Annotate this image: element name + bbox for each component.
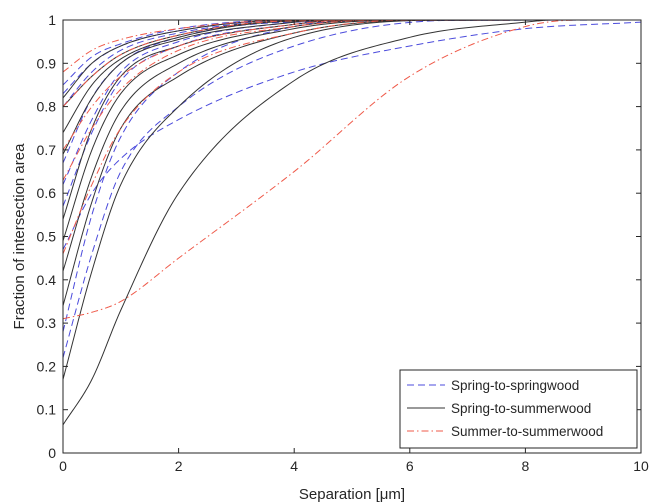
series-line xyxy=(62,19,641,332)
x-tick-label: 6 xyxy=(406,458,414,474)
x-tick-label: 0 xyxy=(59,458,67,474)
x-tick-label: 4 xyxy=(290,458,298,474)
y-tick-label: 1 xyxy=(48,12,56,28)
x-tick-label: 10 xyxy=(633,458,649,474)
y-tick-label: 0.5 xyxy=(37,229,57,245)
legend: Spring-to-springwood Spring-to-summerwood… xyxy=(399,369,638,449)
series-group xyxy=(62,19,642,426)
y-axis-ticks: 0 0.1 0.2 0.3 0.4 0.5 0.6 0.7 0.8 0.9 1 xyxy=(37,12,641,461)
x-axis-ticks: 0 2 4 6 8 10 xyxy=(59,20,649,474)
series-line xyxy=(62,19,641,73)
y-tick-label: 0.8 xyxy=(37,99,57,115)
y-tick-label: 0.9 xyxy=(37,55,57,71)
axes: 0 2 4 6 8 10 0 0.1 0.2 0.3 0.4 0.5 0.6 0.7 0.8 0.9 1 Se… xyxy=(11,12,649,502)
series-group xyxy=(62,19,641,320)
series-curves xyxy=(62,19,642,426)
series-line xyxy=(62,19,641,107)
legend-items: Spring-to-springwood Spring-to-summerwood… xyxy=(407,378,603,439)
y-tick-label: 0.4 xyxy=(37,272,57,288)
series-line xyxy=(62,19,641,272)
y-tick-label: 0.6 xyxy=(37,185,57,201)
legend-label: Summer-to-summerwood xyxy=(451,424,603,439)
series-line xyxy=(62,19,641,207)
y-tick-label: 0.7 xyxy=(37,142,57,158)
series-line xyxy=(62,19,641,185)
y-tick-label: 0 xyxy=(48,445,56,461)
series-line xyxy=(62,19,641,220)
series-line xyxy=(62,19,641,380)
series-line xyxy=(62,21,642,250)
series-group xyxy=(62,19,642,358)
y-tick-label: 0.3 xyxy=(37,315,57,331)
series-line xyxy=(62,19,641,86)
legend-label: Spring-to-springwood xyxy=(451,378,579,393)
series-line xyxy=(62,19,641,255)
x-tick-label: 8 xyxy=(522,458,530,474)
x-axis-label: Separation [μm] xyxy=(299,486,405,502)
series-line xyxy=(62,19,641,99)
legend-label: Spring-to-summerwood xyxy=(451,401,591,416)
series-line xyxy=(62,19,641,155)
series-line xyxy=(62,19,641,181)
x-tick-label: 2 xyxy=(175,458,183,474)
series-line xyxy=(62,19,642,164)
series-line xyxy=(62,19,641,358)
y-axis-label: Fraction of intersection area xyxy=(11,143,28,330)
series-line xyxy=(62,19,641,426)
series-line xyxy=(62,19,641,107)
legend-box xyxy=(399,369,638,449)
series-line xyxy=(62,19,641,107)
y-tick-label: 0.2 xyxy=(37,358,57,374)
y-tick-label: 0.1 xyxy=(37,402,57,418)
series-line xyxy=(62,19,641,306)
series-line xyxy=(62,19,641,320)
